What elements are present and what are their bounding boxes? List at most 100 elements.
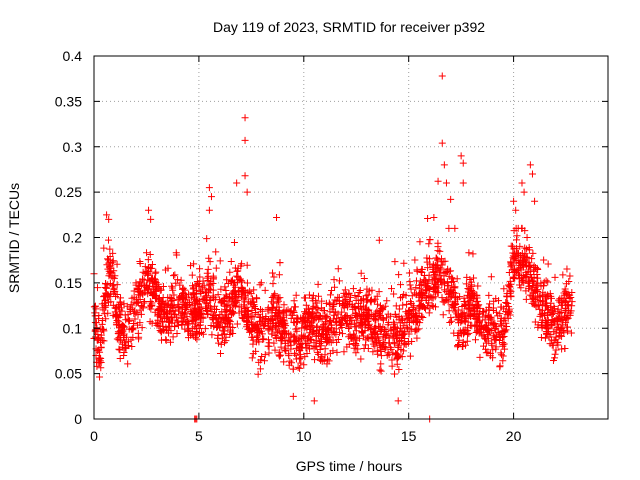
data-point [490,335,498,343]
data-point [302,344,310,352]
data-point [485,306,493,314]
data-point [465,305,473,313]
data-point [338,323,346,331]
data-point [208,315,216,323]
data-point [329,300,337,308]
data-point [425,240,433,248]
data-point [381,302,389,310]
data-point [476,317,484,325]
data-point [214,334,222,342]
data-point [495,330,503,338]
data-point [367,311,375,318]
data-point [484,331,492,339]
data-point [345,297,353,305]
data-point [190,260,198,268]
data-point [326,308,334,316]
data-point [369,348,377,356]
data-point [302,301,310,309]
data-point [521,250,529,258]
data-point [564,301,572,309]
data-point [567,329,575,337]
data-point [241,172,249,180]
data-point [265,339,273,347]
data-point [148,299,156,307]
data-point [510,227,518,235]
data-point [203,274,211,282]
data-point [138,324,146,332]
data-point [243,188,251,196]
data-point [289,365,297,373]
data-point [179,284,187,292]
data-point [289,392,297,400]
data-point [324,355,332,363]
data-point [309,304,317,312]
data-point [244,325,252,333]
data-point [496,362,504,370]
data-point [277,351,285,359]
data-point [438,261,446,269]
data-point [422,276,430,284]
data-point [167,297,175,305]
data-point [451,297,459,305]
data-point [424,214,432,222]
data-point [494,312,502,320]
data-point [268,294,276,302]
data-point [544,278,552,286]
data-point [338,308,346,316]
data-point [215,317,223,325]
data-point [373,292,381,300]
data-point [499,357,507,365]
data-point [172,279,180,287]
data-point [375,288,383,296]
y-tick-label: 0.25 [55,184,82,200]
data-point [403,300,411,308]
data-point [497,303,505,311]
data-point [459,179,467,187]
data-point [459,326,467,334]
data-point [128,325,136,333]
data-point [279,334,287,342]
data-point [334,310,342,318]
data-point [351,303,359,311]
data-point [111,304,119,312]
data-point [286,307,294,315]
data-point [454,316,462,324]
data-point [102,284,110,292]
data-point [131,315,139,323]
data-point [349,285,357,293]
data-point [264,307,272,315]
data-point [105,215,113,223]
data-point [241,308,249,316]
data-point [300,313,308,321]
data-point [405,269,413,277]
x-tick-label: 5 [195,428,203,444]
data-point [252,347,260,355]
data-point [252,323,260,331]
data-point [248,354,256,362]
data-point [474,282,482,290]
data-point [158,318,166,326]
data-point [317,304,325,312]
data-point [216,311,224,319]
data-point [500,340,508,348]
y-tick-label: 0 [74,411,82,427]
data-point [546,340,554,348]
data-point [351,292,359,300]
data-point [204,310,212,318]
data-point [333,348,341,356]
data-point [294,363,302,371]
data-point [341,313,349,321]
data-point [538,316,546,324]
data-point [154,310,162,318]
data-point [94,347,102,355]
data-point [228,276,236,284]
data-point [480,342,488,350]
data-point [433,265,441,273]
data-point [326,291,334,299]
data-point [234,273,242,281]
data-point [311,356,319,364]
data-point [143,249,151,257]
data-point [350,336,358,344]
data-point [450,329,458,337]
data-point [420,276,428,284]
